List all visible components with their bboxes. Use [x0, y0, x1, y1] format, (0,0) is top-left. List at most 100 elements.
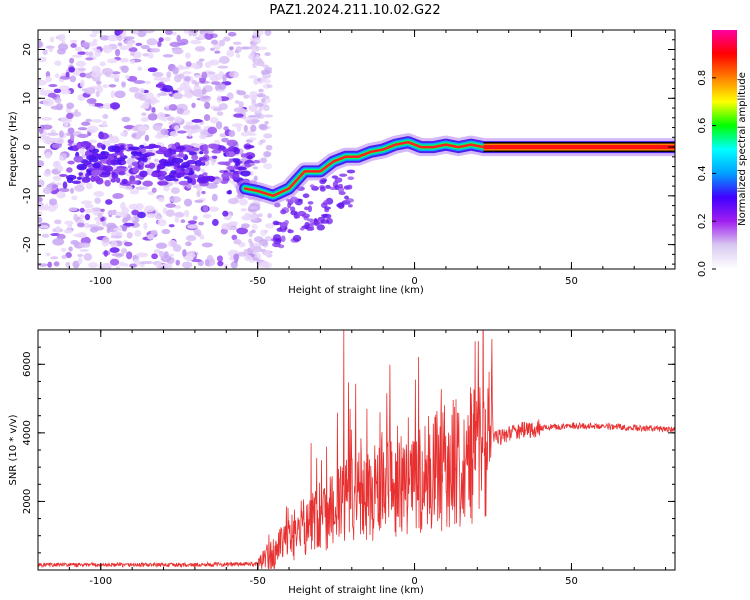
spectrogram-ytick-label: -10	[22, 188, 33, 204]
band-blob	[157, 181, 169, 186]
noise-blob	[44, 151, 52, 159]
ridge-tail-blob	[272, 242, 281, 248]
figure-title: PAZ1.2024.211.10.02.G22	[269, 3, 440, 18]
noise-blob	[198, 221, 205, 226]
noise-blob	[217, 260, 224, 267]
noise-blob	[39, 225, 49, 229]
noise-blob	[93, 191, 105, 197]
noise-blob	[121, 225, 128, 232]
ridge-tail-blob	[322, 213, 332, 219]
band-blob	[138, 161, 145, 166]
noise-blob	[160, 128, 169, 136]
noise-blob	[120, 131, 127, 137]
noise-blob	[191, 79, 197, 85]
noise-blob	[192, 89, 205, 98]
noise-blob	[79, 248, 89, 253]
noise-blob	[182, 249, 187, 257]
noise-blob	[136, 252, 148, 258]
noise-blob	[202, 204, 209, 213]
noise-blob	[88, 262, 98, 269]
noise-blob	[249, 91, 258, 99]
noise-blob	[258, 213, 263, 218]
noise-blob	[194, 46, 206, 52]
band-blob	[236, 166, 248, 171]
noise-blob	[51, 143, 62, 149]
noise-blob	[49, 36, 55, 43]
noise-blob	[119, 57, 129, 63]
noise-blob	[69, 187, 75, 194]
noise-blob	[155, 242, 168, 249]
spectrogram-ytick-label: 10	[22, 92, 33, 105]
noise-blob	[41, 233, 50, 238]
noise-blob	[201, 242, 213, 248]
noise-blob	[218, 39, 226, 47]
band-blob	[119, 152, 125, 159]
noise-blob	[257, 77, 262, 82]
noise-blob	[263, 95, 270, 100]
noise-blob	[127, 165, 133, 169]
noise-blob	[155, 83, 166, 87]
noise-blob	[108, 84, 117, 88]
noise-blob	[99, 61, 106, 67]
noise-blob	[85, 118, 92, 122]
noise-blob	[144, 134, 150, 142]
noise-blob	[126, 251, 133, 260]
noise-blob	[147, 67, 158, 73]
noise-blob	[223, 126, 229, 131]
band-blob	[202, 172, 208, 176]
noise-blob	[258, 123, 267, 130]
band-blob	[226, 165, 235, 171]
noise-blob	[77, 222, 86, 228]
noise-blob	[210, 81, 221, 85]
noise-blob	[139, 87, 145, 95]
band-blob	[129, 180, 140, 185]
noise-blob	[255, 30, 264, 36]
noise-blob	[53, 261, 60, 267]
noise-blob	[79, 148, 85, 155]
noise-blob	[65, 252, 72, 259]
noise-blob	[185, 235, 197, 242]
noise-blob	[128, 86, 140, 93]
noise-blob	[263, 163, 273, 170]
noise-blob	[169, 41, 181, 47]
noise-blob	[233, 72, 240, 79]
noise-blob	[42, 98, 54, 107]
band-blob	[222, 148, 230, 153]
ridge-tail-blob	[309, 220, 314, 227]
band-blob	[151, 172, 159, 178]
band-blob	[199, 156, 208, 161]
band-blob	[119, 144, 125, 150]
noise-blob	[147, 113, 158, 121]
noise-blob	[114, 90, 126, 99]
band-blob	[240, 170, 251, 177]
noise-blob	[102, 236, 110, 244]
band-blob	[233, 147, 240, 155]
snr-xtick-label: 50	[565, 576, 578, 587]
noise-blob	[53, 88, 62, 94]
noise-blob	[107, 34, 118, 42]
noise-blob	[263, 151, 271, 158]
noise-blob	[169, 253, 174, 257]
band-blob	[65, 174, 77, 181]
noise-blob	[222, 36, 231, 42]
noise-blob	[217, 65, 229, 69]
snr-ytick-label: 6000	[22, 352, 33, 377]
noise-blob	[172, 92, 184, 100]
colorbar-tick-label: 0.6	[697, 118, 708, 134]
ridge-tail-blob	[294, 214, 301, 219]
noise-blob	[143, 80, 152, 85]
noise-blob	[68, 246, 73, 252]
noise-blob	[253, 257, 260, 262]
spectrogram-xtick-label: -50	[249, 276, 265, 287]
band-blob	[100, 171, 112, 176]
noise-blob	[157, 219, 167, 226]
noise-blob	[204, 61, 212, 69]
noise-blob	[149, 48, 161, 53]
noise-blob	[42, 49, 48, 56]
noise-blob	[77, 127, 88, 131]
snr-plot-area	[38, 330, 675, 570]
noise-blob	[144, 205, 155, 213]
noise-blob	[247, 214, 258, 220]
noise-blob	[62, 181, 68, 189]
